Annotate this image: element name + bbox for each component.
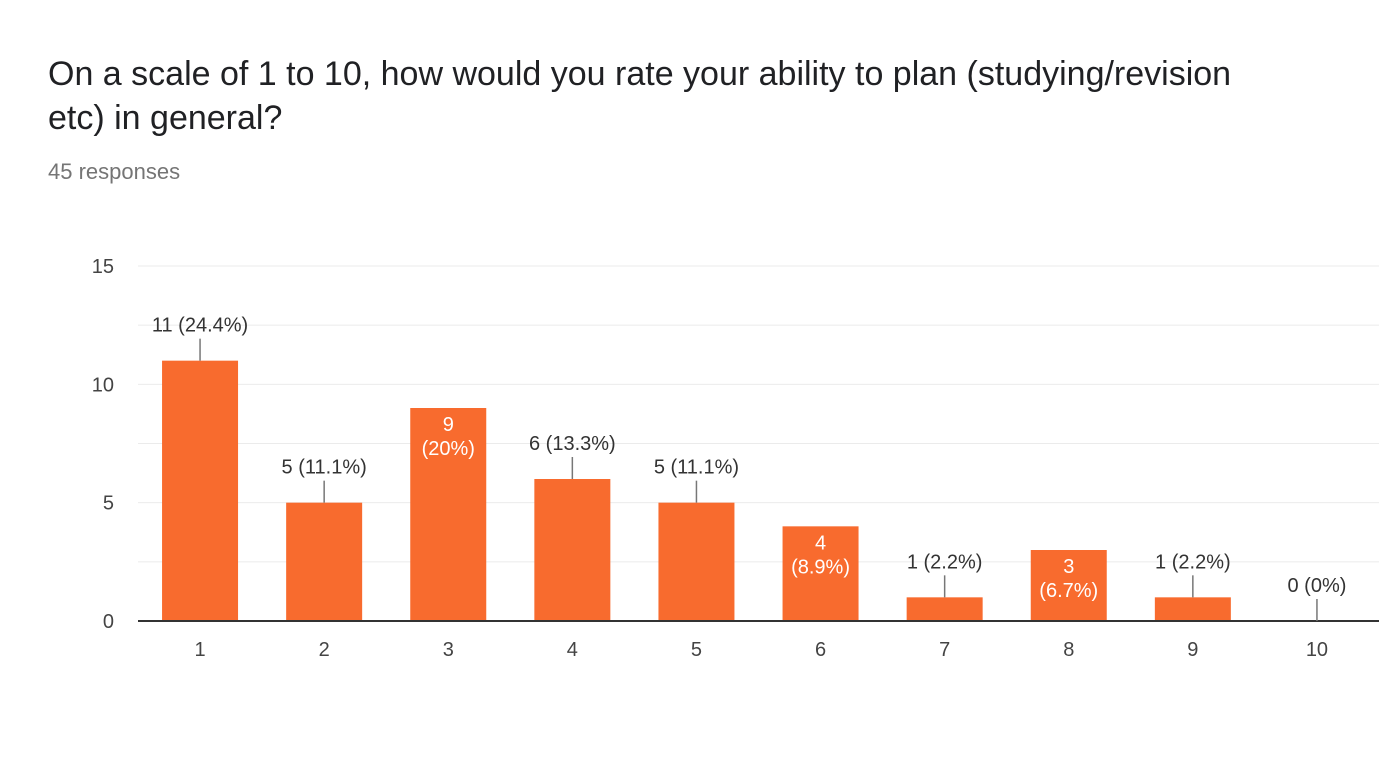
bar-9	[1154, 597, 1231, 621]
question-title: On a scale of 1 to 10, how would you rat…	[48, 55, 1232, 137]
x-tick-label: 4	[567, 639, 578, 661]
data-label: 1 (2.2%)	[1155, 551, 1231, 573]
y-tick-label: 10	[92, 374, 114, 396]
bar-6	[782, 526, 859, 621]
x-tick-label: 3	[443, 639, 454, 661]
bar-8	[1030, 550, 1107, 621]
x-tick-label: 10	[1306, 639, 1328, 661]
y-axis-ticks: 0 5 10 15	[92, 256, 114, 633]
bar-1	[162, 360, 239, 621]
x-tick-label: 7	[939, 639, 950, 661]
x-tick-label: 1	[194, 639, 205, 661]
response-count: 45 responses	[48, 159, 181, 184]
x-axis-ticks: 1 2 3 4 5 6 7 8 9 10	[194, 639, 1328, 661]
x-tick-label: 2	[319, 639, 330, 661]
y-tick-label: 15	[92, 256, 114, 278]
bar-3	[410, 408, 487, 621]
bar-7	[906, 597, 983, 621]
x-tick-label: 9	[1187, 639, 1198, 661]
bar-2	[286, 502, 363, 621]
data-label: 5 (11.1%)	[654, 457, 739, 479]
data-labels: 11 (24.4%) 5 (11.1%) 9 (20%) 6 (13.3%) 5 (11.…	[152, 315, 1346, 621]
y-tick-label: 5	[103, 493, 114, 515]
data-label: 4 (8.9%)	[791, 532, 850, 578]
data-label: 9 (20%)	[422, 414, 475, 460]
bar-4	[534, 479, 611, 621]
data-label: 0 (0%)	[1287, 575, 1346, 597]
data-label: 6 (13.3%)	[529, 433, 616, 455]
bars	[162, 360, 1231, 621]
data-label: 3 (6.7%)	[1039, 556, 1098, 602]
data-label: 1 (2.2%)	[907, 551, 983, 573]
x-tick-label: 5	[691, 639, 702, 661]
bar-5	[658, 502, 735, 621]
data-label: 5 (11.1%)	[282, 457, 367, 479]
y-tick-label: 0	[103, 611, 114, 633]
x-tick-label: 8	[1063, 639, 1074, 661]
x-tick-label: 6	[815, 639, 826, 661]
data-label: 11 (24.4%)	[152, 315, 248, 337]
